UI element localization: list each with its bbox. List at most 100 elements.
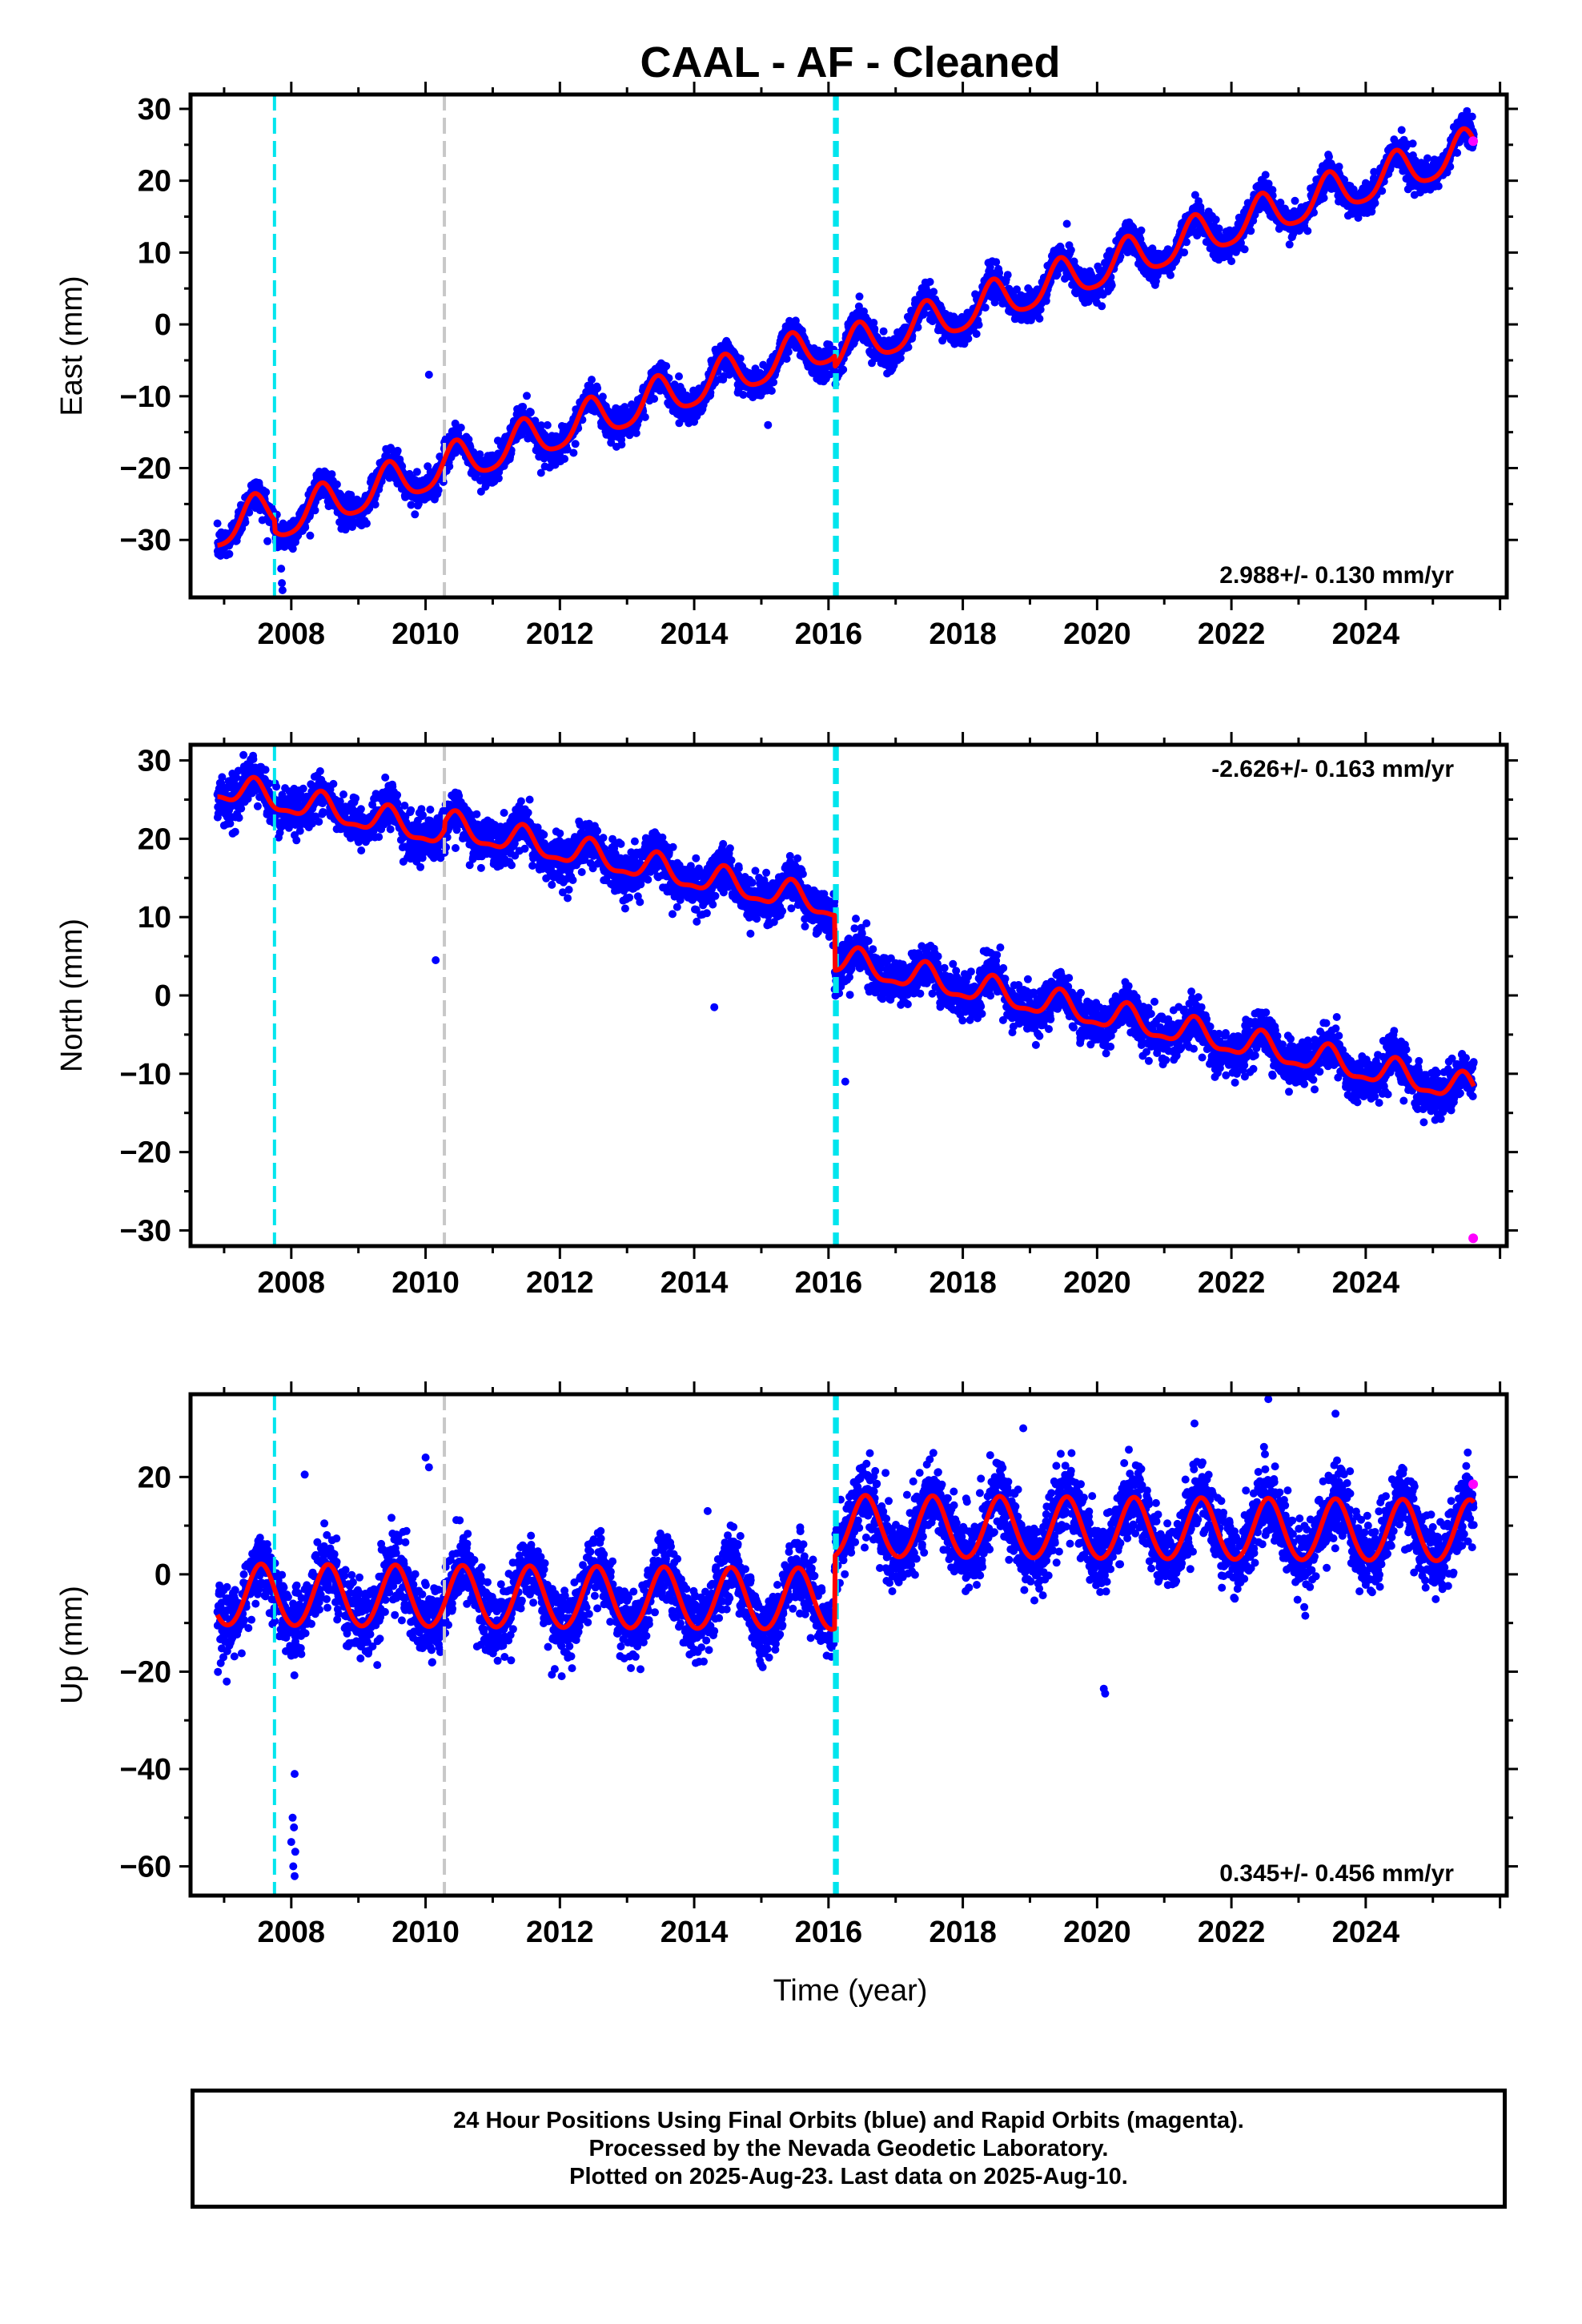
data-point <box>393 446 402 455</box>
data-point <box>571 440 580 448</box>
data-point <box>494 474 503 483</box>
data-point <box>288 545 297 553</box>
data-point <box>784 348 793 356</box>
data-point <box>341 525 350 534</box>
x-tick-label: 2008 <box>258 617 326 651</box>
final-orbit-points <box>213 750 1478 1127</box>
outlier-point <box>278 579 287 588</box>
data-point <box>992 258 1001 267</box>
data-point <box>218 773 227 782</box>
data-point <box>1107 281 1116 290</box>
data-point <box>301 523 310 532</box>
data-point <box>456 424 465 432</box>
data-point <box>306 531 315 540</box>
data-point <box>870 324 879 333</box>
data-point <box>1261 171 1270 179</box>
data-point <box>1211 215 1220 224</box>
data-point <box>407 501 416 509</box>
data-point <box>371 501 379 509</box>
data-point <box>632 428 640 437</box>
data-point <box>1166 271 1174 279</box>
data-point <box>1003 271 1012 279</box>
y-tick-label: 0 <box>155 308 171 342</box>
data-point <box>1291 196 1299 205</box>
x-tick-label: 2010 <box>391 617 460 651</box>
data-point <box>1319 194 1328 203</box>
x-tick-label: 2024 <box>1332 617 1400 651</box>
x-tick-label: 2020 <box>1063 617 1131 651</box>
data-point <box>241 518 250 527</box>
data-point <box>1182 238 1191 247</box>
data-point <box>1371 199 1379 207</box>
y-tick-label: −10 <box>120 380 171 414</box>
panel-east: 2008 2010 2012 2014 2016 2018 2020 2022 20243020… <box>55 82 1518 651</box>
chart-title: CAAL - AF - Cleaned <box>640 38 1060 86</box>
data-point <box>1434 182 1443 191</box>
data-point <box>974 320 983 329</box>
data-point <box>1453 148 1462 157</box>
x-tick-label: 2016 <box>795 617 863 651</box>
data-point <box>588 376 596 384</box>
data-point <box>1066 246 1075 255</box>
data-point <box>245 509 254 517</box>
data-point <box>327 470 336 479</box>
data-point <box>662 362 671 371</box>
outlier-point <box>764 420 773 429</box>
data-point <box>769 378 778 387</box>
data-point <box>593 384 602 392</box>
data-point <box>855 292 864 301</box>
data-point <box>434 486 443 495</box>
data-point <box>1137 226 1146 235</box>
data-point <box>640 412 649 421</box>
data-point <box>1423 154 1431 163</box>
rate-annotation: 2.988+/- 0.130 mm/yr <box>1219 562 1454 589</box>
data-point <box>262 488 271 497</box>
data-point <box>1397 126 1406 135</box>
data-point <box>1240 245 1249 254</box>
data-point <box>213 519 222 528</box>
y-tick-label: 30 <box>138 93 171 127</box>
data-point <box>363 519 371 528</box>
outlier-point <box>278 586 287 594</box>
data-point <box>560 455 569 463</box>
data-point <box>445 462 454 471</box>
data-point <box>1180 248 1189 257</box>
data-point <box>225 549 234 558</box>
data-point <box>1035 314 1044 323</box>
plot-panels: 2008 2010 2012 2014 2016 2018 2020 2022 20243020… <box>55 82 1518 1949</box>
y-tick-label: 10 <box>138 236 171 270</box>
y-axis-label: East (mm) <box>55 275 89 416</box>
data-point <box>617 440 626 449</box>
y-tick-label: 20 <box>138 165 171 199</box>
outlier-point <box>277 565 286 573</box>
data-point <box>523 392 531 400</box>
data-point <box>519 403 528 411</box>
data-point <box>981 304 990 312</box>
data-point <box>216 552 225 560</box>
data-point <box>879 327 888 336</box>
data-point <box>650 395 659 403</box>
outlier-point <box>424 370 433 379</box>
data-point <box>332 480 341 489</box>
data-point <box>1215 224 1223 233</box>
data-point <box>569 448 578 457</box>
data-point <box>675 372 683 380</box>
data-point <box>543 420 552 429</box>
data-point <box>598 392 607 401</box>
data-point <box>972 330 981 338</box>
outlier-point <box>1062 219 1071 228</box>
x-tick-label: 2014 <box>661 617 729 651</box>
y-tick-label: −20 <box>120 452 171 486</box>
data-point <box>412 468 421 476</box>
x-tick-label: 2012 <box>526 617 594 651</box>
outlier-point <box>733 388 742 397</box>
rapid-orbit-point <box>1468 136 1479 147</box>
data-point <box>311 506 319 515</box>
x-tick-label: 2018 <box>929 617 997 651</box>
data-point <box>476 450 484 459</box>
data-point <box>839 365 848 374</box>
data-point <box>1285 240 1294 249</box>
data-point <box>782 355 791 364</box>
panel-north: 2008 2010 2012 2014 2016 2018 2020 2022 20243020… <box>55 732 1518 1300</box>
